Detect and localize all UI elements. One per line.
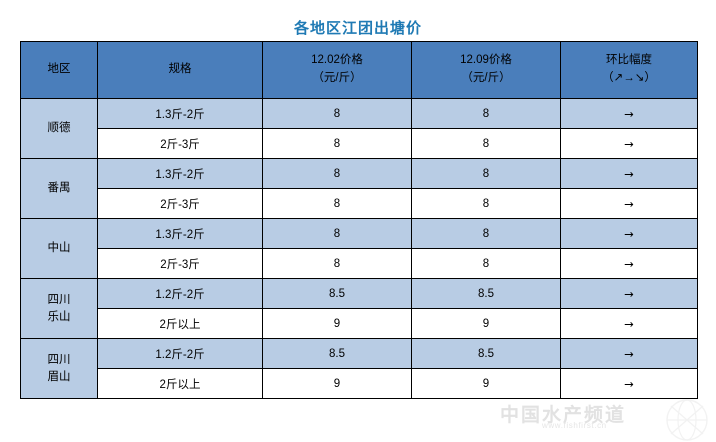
price-1209-cell: 8 <box>411 188 561 219</box>
table-row: 2斤以上 9 9 → <box>21 368 698 399</box>
watermark-url: www.fishfirst.cn <box>542 421 607 430</box>
region-label: 乐山 <box>47 310 71 323</box>
price-1202-cell: 8 <box>262 218 412 249</box>
spec-cell: 1.3斤-2斤 <box>97 218 263 249</box>
table-row: 2斤-3斤 8 8 → <box>21 248 698 279</box>
column-header-price-1209: 12.09价格 （元/斤） <box>411 41 561 99</box>
change-cell: → <box>560 98 698 129</box>
column-header-change: 环比幅度 （↗→↘） <box>560 41 698 99</box>
spec-cell: 1.3斤-2斤 <box>97 158 263 189</box>
change-cell: → <box>560 188 698 219</box>
table-row: 番禺 1.3斤-2斤 8 8 → <box>20 158 698 219</box>
table-row: 四川 眉山 1.2斤-2斤 8.5 8.5 → <box>20 338 698 399</box>
change-cell: → <box>560 308 698 339</box>
change-cell: → <box>560 368 698 399</box>
price-table: 地区 规格 12.02价格 （元/斤） 12.09价格 （元/斤） 环比幅度 （… <box>20 41 698 399</box>
region-cell: 番禺 <box>20 158 98 219</box>
change-cell: → <box>560 338 698 369</box>
spec-cell: 1.2斤-2斤 <box>97 278 263 309</box>
region-cell: 顺德 <box>20 98 98 159</box>
watermark: 中国水产频道 www.fishfirst.cn <box>486 398 711 441</box>
change-cell: → <box>560 128 698 159</box>
spec-cell: 2斤-3斤 <box>97 128 263 159</box>
price-1202-cell: 8.5 <box>262 278 412 309</box>
globe-icon <box>666 399 708 441</box>
page-title: 各地区江团出塘价 <box>293 20 422 37</box>
region-label: 中山 <box>47 242 71 255</box>
region-label: 四川 <box>47 293 71 306</box>
table-body: 顺德 1.3斤-2斤 8 8 → 2斤-3斤 8 8 → 番禺 1.3斤-2斤 8 8 → 2斤-3斤 8 8 →… <box>20 98 698 399</box>
column-header-region: 地区 <box>20 41 98 99</box>
price-1202-cell: 8 <box>262 248 412 279</box>
region-label: 顺德 <box>47 122 71 135</box>
column-header-change-legend: （↗→↘） <box>602 72 656 84</box>
price-1209-cell: 8.5 <box>411 278 561 309</box>
price-1209-cell: 8 <box>411 158 561 189</box>
price-table-container: 地区 规格 12.02价格 （元/斤） 12.09价格 （元/斤） 环比幅度 （… <box>20 41 698 399</box>
price-1202-cell: 8 <box>262 158 412 189</box>
region-cell: 四川 乐山 <box>20 278 98 339</box>
column-header-change-main: 环比幅度 <box>606 54 652 67</box>
column-header-price-1202-main: 12.02价格 <box>311 54 363 67</box>
price-1209-cell: 9 <box>411 368 561 399</box>
spec-cell: 1.2斤-2斤 <box>97 338 263 369</box>
table-row: 顺德 1.3斤-2斤 8 8 → <box>20 98 698 159</box>
price-1209-cell: 8.5 <box>411 338 561 369</box>
region-label: 眉山 <box>47 370 71 383</box>
table-row: 2斤-3斤 8 8 → <box>21 188 698 219</box>
spec-cell: 1.3斤-2斤 <box>97 98 263 129</box>
table-row: 四川 乐山 1.2斤-2斤 8.5 8.5 → <box>20 278 698 339</box>
table-row: 2斤以上 9 9 → <box>21 308 698 339</box>
region-label: 番禺 <box>47 182 71 195</box>
column-header-spec: 规格 <box>97 41 263 99</box>
price-1209-cell: 8 <box>411 218 561 249</box>
watermark-text: 中国水产频道 <box>500 404 627 426</box>
region-cell: 四川 眉山 <box>20 338 98 399</box>
table-row: 2斤-3斤 8 8 → <box>21 128 698 159</box>
change-cell: → <box>560 278 698 309</box>
change-cell: → <box>560 248 698 279</box>
price-1209-cell: 8 <box>411 248 561 279</box>
price-1209-cell: 8 <box>411 98 561 129</box>
spec-cell: 2斤以上 <box>97 368 263 399</box>
column-header-price-1202: 12.02价格 （元/斤） <box>262 41 412 99</box>
price-1202-cell: 9 <box>262 368 412 399</box>
price-1202-cell: 8 <box>262 98 412 129</box>
price-1209-cell: 9 <box>411 308 561 339</box>
price-1202-cell: 9 <box>262 308 412 339</box>
header-row: 地区 规格 12.02价格 （元/斤） 12.09价格 （元/斤） 环比幅度 （… <box>20 41 698 99</box>
column-header-price-1209-main: 12.09价格 <box>460 54 512 67</box>
region-label: 四川 <box>47 353 71 366</box>
change-cell: → <box>560 218 698 249</box>
spec-cell: 2斤-3斤 <box>97 248 263 279</box>
spec-cell: 2斤-3斤 <box>97 188 263 219</box>
change-cell: → <box>560 158 698 189</box>
price-1202-cell: 8 <box>262 128 412 159</box>
column-header-price-1209-unit: （元/斤） <box>461 72 511 84</box>
price-1202-cell: 8 <box>262 188 412 219</box>
price-1202-cell: 8.5 <box>262 338 412 369</box>
table-row: 中山 1.3斤-2斤 8 8 → <box>20 218 698 279</box>
spec-cell: 2斤以上 <box>97 308 263 339</box>
price-1209-cell: 8 <box>411 128 561 159</box>
table-header: 地区 规格 12.02价格 （元/斤） 12.09价格 （元/斤） 环比幅度 （… <box>20 41 698 99</box>
region-cell: 中山 <box>20 218 98 279</box>
column-header-price-1202-unit: （元/斤） <box>312 72 362 84</box>
